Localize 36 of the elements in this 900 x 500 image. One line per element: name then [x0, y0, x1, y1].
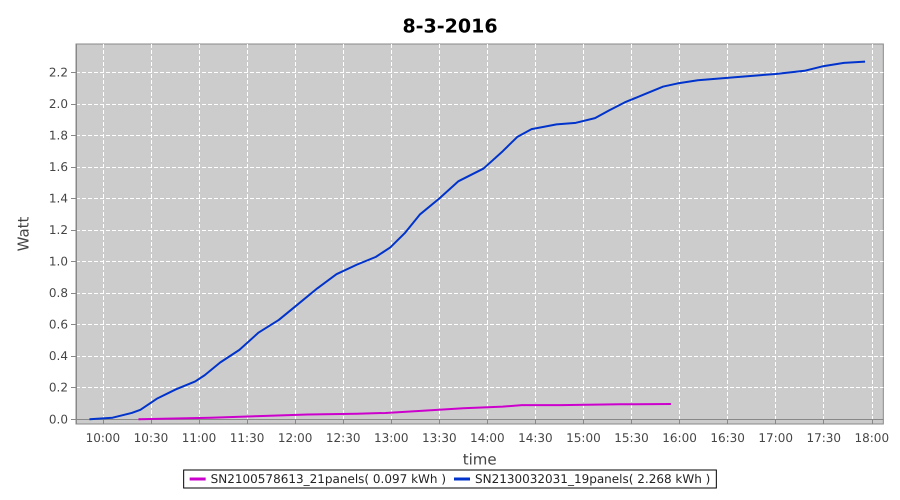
x-tick-label: 15:00: [566, 431, 601, 445]
x-tick-label: 11:30: [230, 431, 264, 445]
y-tick-label: 0.4: [48, 349, 68, 364]
x-axis-title: time: [462, 450, 497, 468]
x-tick-label: 17:30: [806, 431, 842, 445]
x-tick-label: 11:00: [182, 431, 216, 445]
line-series: [88, 60, 866, 420]
x-tick-label: 18:00: [854, 431, 890, 445]
y-tick-label: 0.6: [48, 318, 68, 332]
x-tick-label: 13:30: [422, 431, 457, 445]
x-tick-label: 13:00: [374, 431, 409, 445]
legend-label: SN2100578613_21panels( 0.097 kWh ): [210, 472, 446, 486]
x-tick-label: 12:00: [278, 431, 312, 445]
y-tick-label: 0.0: [48, 412, 68, 426]
x-tick-label: 16:30: [710, 431, 745, 445]
chart-title: 8-3-2016: [402, 16, 498, 38]
y-tick-label: 1.6: [48, 160, 68, 174]
y-axis-title: Watt: [14, 216, 32, 252]
legend-label: SN2130032031_19panels( 2.268 kWh ): [475, 472, 710, 486]
y-tick-label: 0.8: [48, 286, 68, 300]
y-tick-label: 2.2: [48, 65, 68, 80]
x-tick-label: 10:00: [86, 431, 120, 445]
y-tick-label: 1.0: [48, 254, 68, 269]
x-tick-label: 16:00: [662, 431, 697, 445]
x-tick-label: 17:00: [758, 431, 793, 445]
y-tick-label: 1.4: [48, 192, 68, 206]
line-series: [137, 402, 672, 420]
y-tick-label: 1.8: [48, 128, 68, 142]
x-tick-label: 14:00: [470, 431, 505, 445]
y-tick-label: 0.2: [48, 380, 68, 395]
y-tick-label: 1.2: [48, 223, 68, 238]
x-tick-label: 12:30: [326, 431, 360, 445]
x-tick-label: 14:30: [518, 431, 553, 445]
x-tick-label: 15:30: [614, 431, 649, 445]
y-tick-label: 2.0: [48, 96, 68, 111]
x-tick-label: 10:30: [134, 431, 168, 445]
